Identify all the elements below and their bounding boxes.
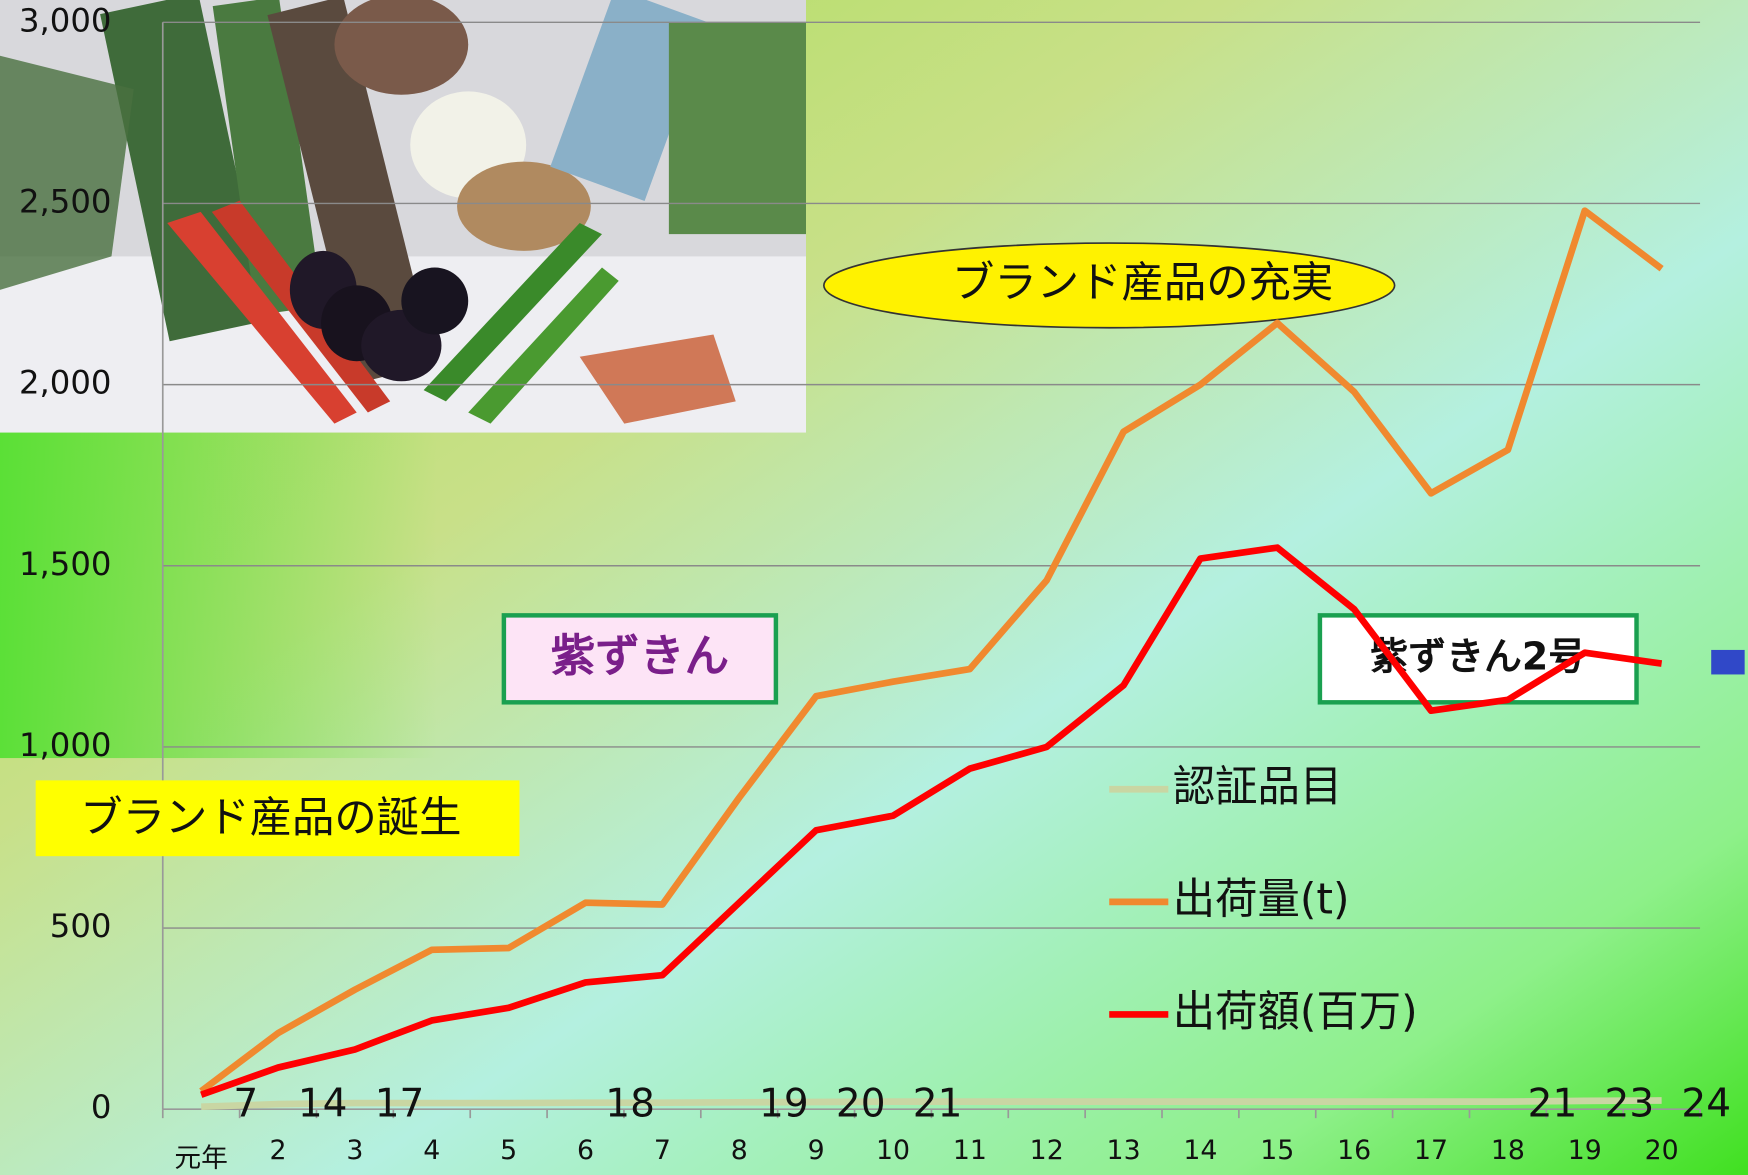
data-label: 17 <box>375 1081 425 1126</box>
y-tick-label: 0 <box>91 1088 112 1126</box>
data-label: 21 <box>913 1081 963 1126</box>
data-label: 14 <box>298 1081 348 1126</box>
y-tick-label: 1,000 <box>19 726 112 764</box>
y-tick-label: 500 <box>50 907 112 945</box>
page: 05001,0001,5002,0002,5003,000 ブランド産品の充実 … <box>0 0 1748 1175</box>
annotation: ブランド産品の誕生 <box>80 793 461 842</box>
x-tick-label: 13 <box>1107 1135 1141 1166</box>
y-tick-label: 2,500 <box>19 182 112 220</box>
y-tick-label: 3,000 <box>19 1 112 39</box>
background-glow <box>0 424 1748 758</box>
marker <box>1711 650 1744 675</box>
photo <box>0 0 806 433</box>
x-tick-label: 12 <box>1030 1135 1064 1166</box>
x-tick-label: 6 <box>577 1135 594 1166</box>
x-tick-label: 5 <box>500 1135 517 1166</box>
x-tick-label: 8 <box>731 1135 748 1166</box>
legend-label: 出荷量(t) <box>1173 874 1350 923</box>
x-tick-label: 9 <box>808 1135 825 1166</box>
y-tick-label: 2,000 <box>19 364 112 402</box>
legend-label: 認証品目 <box>1173 762 1342 811</box>
data-label: 24 <box>1681 1081 1731 1126</box>
annotation: ブランド産品の充実 <box>952 258 1333 307</box>
data-label: 23 <box>1605 1081 1655 1126</box>
x-tick-label: 7 <box>654 1135 671 1166</box>
x-tick-label: 10 <box>876 1135 910 1166</box>
data-label: 18 <box>605 1081 655 1126</box>
x-tick-label: 20 <box>1645 1135 1679 1166</box>
x-tick-label: 3 <box>346 1135 363 1166</box>
data-label: 21 <box>1528 1081 1578 1126</box>
x-tick-label: 17 <box>1414 1135 1448 1166</box>
x-tick-label: 元年 <box>174 1143 228 1174</box>
x-tick-label: 2 <box>270 1135 287 1166</box>
x-tick-label: 14 <box>1183 1135 1217 1166</box>
chart: 05001,0001,5002,0002,5003,000 ブランド産品の充実 … <box>0 0 1748 1175</box>
x-tick-label: 18 <box>1491 1135 1525 1166</box>
data-label: 7 <box>233 1081 258 1126</box>
x-tick-label: 4 <box>423 1135 440 1166</box>
y-tick-label: 1,500 <box>19 545 112 583</box>
legend-label: 出荷額(百万) <box>1173 987 1418 1036</box>
x-tick-label: 15 <box>1260 1135 1294 1166</box>
x-tick-label: 16 <box>1337 1135 1371 1166</box>
annotation: 紫ずきん <box>551 630 729 682</box>
x-tick-label: 19 <box>1568 1135 1602 1166</box>
data-label: 19 <box>759 1081 809 1126</box>
x-tick-label: 11 <box>953 1135 987 1166</box>
data-label: 20 <box>836 1081 886 1126</box>
